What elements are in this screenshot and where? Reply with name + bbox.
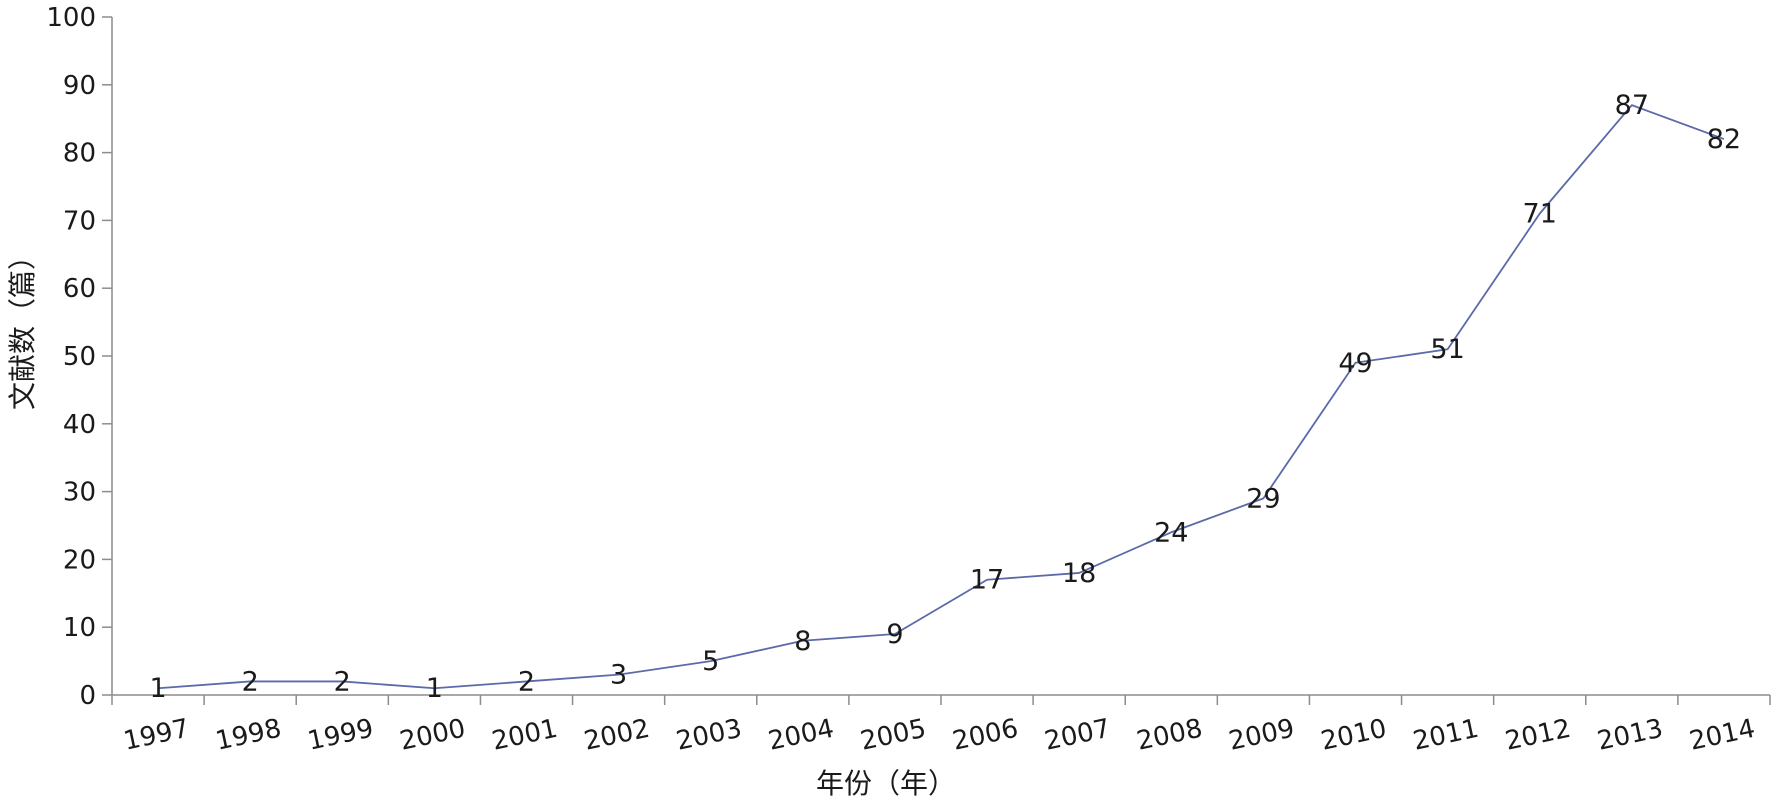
x-tick-label: 1998 bbox=[213, 714, 284, 757]
x-tick-label: 2012 bbox=[1503, 714, 1574, 757]
data-label: 1 bbox=[426, 673, 443, 704]
data-label: 3 bbox=[610, 660, 627, 691]
x-tick-label: 1997 bbox=[121, 714, 192, 757]
data-label: 24 bbox=[1154, 517, 1188, 548]
data-label: 87 bbox=[1615, 90, 1649, 121]
data-label: 71 bbox=[1523, 199, 1557, 230]
x-tick-label: 2001 bbox=[489, 714, 560, 757]
data-label: 2 bbox=[334, 666, 351, 697]
series-layer bbox=[157, 104, 1725, 690]
data-label: 51 bbox=[1430, 334, 1464, 365]
x-tick-label: 2003 bbox=[674, 714, 745, 757]
data-label: 1 bbox=[149, 673, 166, 704]
data-label: 2 bbox=[518, 666, 535, 697]
x-tick-label: 2009 bbox=[1226, 714, 1297, 757]
x-tick-label: 2002 bbox=[581, 714, 652, 757]
y-axis-ticks: 0 10 20 30 40 50 60 70 80 90 100 bbox=[46, 3, 112, 711]
data-label: 82 bbox=[1707, 124, 1741, 155]
data-label: 5 bbox=[702, 646, 719, 677]
x-tick-label: 2006 bbox=[950, 714, 1021, 757]
x-tick-label: 1999 bbox=[305, 714, 376, 757]
x-tick-label: 2000 bbox=[397, 714, 468, 757]
y-tick-label: 100 bbox=[46, 3, 96, 33]
data-label: 8 bbox=[794, 626, 811, 657]
y-tick-label: 50 bbox=[63, 342, 96, 372]
x-tick-label: 2014 bbox=[1687, 714, 1758, 757]
y-axis-title: 文献数（篇） bbox=[6, 242, 39, 410]
data-label: 17 bbox=[970, 565, 1004, 596]
x-axis-title: 年份（年） bbox=[816, 767, 956, 800]
data-label: 9 bbox=[886, 619, 903, 650]
y-tick-label: 10 bbox=[63, 613, 96, 643]
data-label: 29 bbox=[1246, 483, 1280, 514]
data-labels: 1 2 2 1 2 3 5 8 9 17 18 24 29 49 51 71 87 82 bbox=[149, 90, 1741, 704]
y-tick-label: 60 bbox=[63, 274, 96, 304]
x-tick-label: 2005 bbox=[858, 714, 929, 757]
y-tick-label: 70 bbox=[63, 206, 96, 236]
x-tick-label: 2013 bbox=[1595, 714, 1666, 757]
x-tick-label: 2010 bbox=[1318, 714, 1389, 757]
x-axis-ticks: 1997 1998 1999 2000 2001 2002 2003 2004 2005 2006… bbox=[111, 695, 1771, 757]
x-tick-label: 2011 bbox=[1410, 714, 1481, 757]
y-tick-label: 0 bbox=[79, 681, 96, 711]
data-label: 18 bbox=[1062, 558, 1096, 589]
y-tick-label: 30 bbox=[63, 478, 96, 508]
data-label: 2 bbox=[242, 666, 259, 697]
x-tick-label: 2008 bbox=[1134, 714, 1205, 757]
y-tick-label: 80 bbox=[63, 139, 96, 169]
y-tick-label: 40 bbox=[63, 410, 96, 440]
y-tick-label: 20 bbox=[63, 545, 96, 575]
series-line bbox=[157, 104, 1725, 690]
y-tick-label: 90 bbox=[63, 71, 96, 101]
x-tick-label: 2004 bbox=[766, 714, 837, 757]
x-tick-label: 2007 bbox=[1042, 714, 1113, 757]
data-label: 49 bbox=[1338, 348, 1372, 379]
